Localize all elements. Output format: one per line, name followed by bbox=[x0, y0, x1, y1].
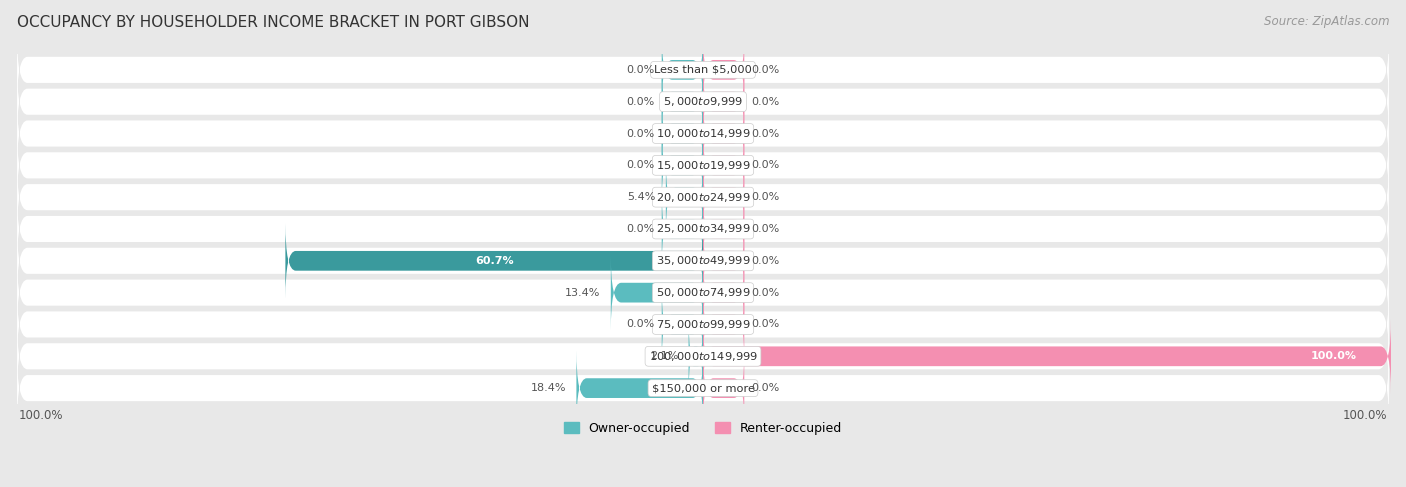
FancyBboxPatch shape bbox=[17, 290, 1389, 359]
FancyBboxPatch shape bbox=[285, 223, 703, 299]
FancyBboxPatch shape bbox=[662, 64, 703, 140]
FancyBboxPatch shape bbox=[703, 223, 744, 299]
Text: $20,000 to $24,999: $20,000 to $24,999 bbox=[655, 191, 751, 204]
Text: 0.0%: 0.0% bbox=[751, 288, 779, 298]
FancyBboxPatch shape bbox=[703, 318, 1391, 394]
FancyBboxPatch shape bbox=[666, 159, 703, 235]
FancyBboxPatch shape bbox=[610, 255, 703, 331]
FancyBboxPatch shape bbox=[703, 128, 744, 203]
Text: 0.0%: 0.0% bbox=[751, 224, 779, 234]
Text: 100.0%: 100.0% bbox=[1343, 409, 1388, 422]
FancyBboxPatch shape bbox=[576, 350, 703, 426]
Text: 0.0%: 0.0% bbox=[751, 319, 779, 330]
Text: 100.0%: 100.0% bbox=[18, 409, 63, 422]
FancyBboxPatch shape bbox=[17, 131, 1389, 200]
Text: 0.0%: 0.0% bbox=[751, 65, 779, 75]
Text: 0.0%: 0.0% bbox=[751, 97, 779, 107]
FancyBboxPatch shape bbox=[662, 32, 703, 108]
FancyBboxPatch shape bbox=[703, 286, 744, 362]
Text: 60.7%: 60.7% bbox=[475, 256, 513, 266]
Text: $150,000 or more: $150,000 or more bbox=[651, 383, 755, 393]
FancyBboxPatch shape bbox=[703, 255, 744, 331]
FancyBboxPatch shape bbox=[703, 32, 744, 108]
Text: 0.0%: 0.0% bbox=[627, 97, 655, 107]
FancyBboxPatch shape bbox=[662, 95, 703, 171]
Text: 18.4%: 18.4% bbox=[530, 383, 567, 393]
FancyBboxPatch shape bbox=[662, 286, 703, 362]
Text: 0.0%: 0.0% bbox=[627, 65, 655, 75]
Text: 2.1%: 2.1% bbox=[650, 351, 678, 361]
FancyBboxPatch shape bbox=[703, 191, 744, 267]
Text: OCCUPANCY BY HOUSEHOLDER INCOME BRACKET IN PORT GIBSON: OCCUPANCY BY HOUSEHOLDER INCOME BRACKET … bbox=[17, 15, 530, 30]
FancyBboxPatch shape bbox=[17, 321, 1389, 391]
FancyBboxPatch shape bbox=[17, 163, 1389, 232]
Legend: Owner-occupied, Renter-occupied: Owner-occupied, Renter-occupied bbox=[558, 417, 848, 440]
FancyBboxPatch shape bbox=[17, 258, 1389, 327]
Text: 0.0%: 0.0% bbox=[627, 160, 655, 170]
FancyBboxPatch shape bbox=[703, 350, 744, 426]
Text: $35,000 to $49,999: $35,000 to $49,999 bbox=[655, 254, 751, 267]
Text: 100.0%: 100.0% bbox=[1310, 351, 1357, 361]
Text: Less than $5,000: Less than $5,000 bbox=[654, 65, 752, 75]
Text: 0.0%: 0.0% bbox=[627, 319, 655, 330]
FancyBboxPatch shape bbox=[17, 354, 1389, 423]
FancyBboxPatch shape bbox=[17, 194, 1389, 263]
FancyBboxPatch shape bbox=[689, 318, 703, 394]
FancyBboxPatch shape bbox=[703, 95, 744, 171]
Text: 0.0%: 0.0% bbox=[751, 256, 779, 266]
Text: 0.0%: 0.0% bbox=[751, 129, 779, 138]
FancyBboxPatch shape bbox=[662, 128, 703, 203]
Text: 0.0%: 0.0% bbox=[627, 129, 655, 138]
FancyBboxPatch shape bbox=[17, 67, 1389, 136]
FancyBboxPatch shape bbox=[703, 159, 744, 235]
Text: $25,000 to $34,999: $25,000 to $34,999 bbox=[655, 223, 751, 236]
Text: 13.4%: 13.4% bbox=[565, 288, 600, 298]
Text: 5.4%: 5.4% bbox=[627, 192, 655, 202]
Text: $50,000 to $74,999: $50,000 to $74,999 bbox=[655, 286, 751, 299]
Text: 0.0%: 0.0% bbox=[751, 383, 779, 393]
FancyBboxPatch shape bbox=[17, 35, 1389, 105]
Text: $75,000 to $99,999: $75,000 to $99,999 bbox=[655, 318, 751, 331]
Text: Source: ZipAtlas.com: Source: ZipAtlas.com bbox=[1264, 15, 1389, 28]
Text: 0.0%: 0.0% bbox=[751, 192, 779, 202]
FancyBboxPatch shape bbox=[703, 64, 744, 140]
Text: 0.0%: 0.0% bbox=[627, 224, 655, 234]
Text: 0.0%: 0.0% bbox=[751, 160, 779, 170]
Text: $15,000 to $19,999: $15,000 to $19,999 bbox=[655, 159, 751, 172]
FancyBboxPatch shape bbox=[662, 191, 703, 267]
FancyBboxPatch shape bbox=[17, 99, 1389, 168]
Text: $100,000 to $149,999: $100,000 to $149,999 bbox=[648, 350, 758, 363]
Text: $10,000 to $14,999: $10,000 to $14,999 bbox=[655, 127, 751, 140]
FancyBboxPatch shape bbox=[17, 226, 1389, 296]
Text: $5,000 to $9,999: $5,000 to $9,999 bbox=[664, 95, 742, 108]
